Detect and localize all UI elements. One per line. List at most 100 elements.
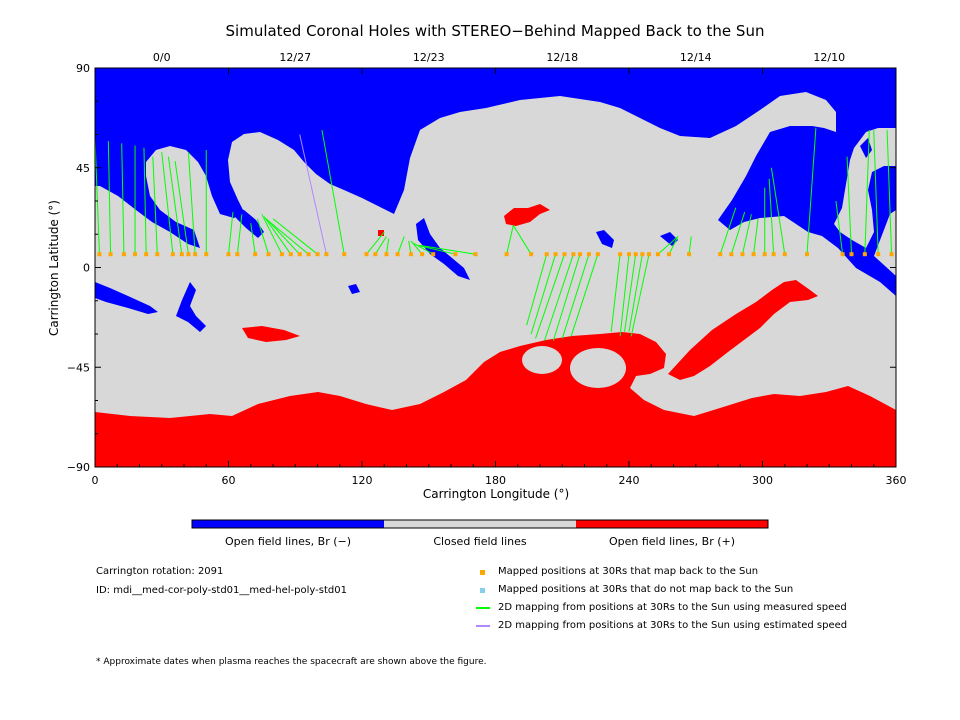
mapped-position (266, 252, 271, 257)
x-axis-label: Carrington Longitude (°) (423, 487, 569, 501)
legend-mapped-swatch (480, 570, 485, 575)
x-tick-label: 180 (485, 474, 506, 487)
legend-unmapped-swatch (480, 588, 485, 593)
x-tick-label: 120 (352, 474, 373, 487)
mapping-line (261, 214, 283, 255)
mapping-line (630, 254, 650, 337)
mapped-position (529, 252, 534, 257)
mapping-line (753, 218, 759, 255)
mapped-position (771, 252, 776, 257)
mapped-position (226, 252, 231, 257)
mapped-position (97, 252, 102, 257)
mapping-line (730, 211, 746, 255)
mapped-position (453, 252, 458, 257)
mapped-position (647, 252, 652, 257)
mapped-position (373, 252, 378, 257)
negative-patch (596, 230, 614, 248)
mapped-position (805, 252, 809, 257)
mapping-line (688, 236, 692, 255)
mapped-position (840, 252, 845, 257)
mapped-position (627, 252, 631, 257)
mapping-line (835, 200, 844, 255)
mapped-position (186, 252, 191, 257)
mapping-line (657, 236, 679, 255)
mapping-line (806, 127, 817, 255)
y-axis-label: Carrington Latitude (°) (47, 200, 61, 336)
mapping-line (265, 218, 301, 255)
footnote: * Approximate dates when plasma reaches … (96, 657, 487, 667)
mapping-lines (95, 127, 893, 341)
legend-measured-label: 2D mapping from positions at 30Rs to the… (498, 602, 847, 613)
mapping-line (668, 236, 679, 255)
mapping-line (95, 138, 100, 255)
mapping-line (535, 254, 565, 339)
carrington-rotation-text: Carrington rotation: 2091 (96, 566, 224, 577)
mapped-position (431, 252, 436, 257)
coronal-map (95, 68, 896, 467)
mapping-line (570, 254, 599, 337)
mapping-line (187, 152, 196, 255)
mapped-position (553, 252, 558, 257)
mapping-line (321, 129, 345, 255)
negative-patch (416, 218, 470, 280)
negative-patch (660, 232, 678, 246)
mapped-position (586, 252, 591, 257)
mapped-position (618, 252, 623, 257)
mapping-line (619, 254, 630, 337)
mapped-position (342, 252, 347, 257)
positive-patch (504, 204, 550, 226)
mapped-position (121, 252, 126, 257)
mapped-position (324, 252, 329, 257)
mapping-line (610, 254, 621, 332)
mapped-position (395, 252, 400, 257)
mapped-position (667, 252, 672, 257)
x-tick-label: 240 (619, 474, 640, 487)
mapped-position (155, 252, 160, 257)
chart-title: Simulated Coronal Holes with STEREO−Behi… (226, 22, 765, 40)
south-open-field-region (95, 332, 896, 467)
positive-patch (242, 326, 300, 342)
mapped-position (782, 252, 787, 257)
x-tick-label: 60 (222, 474, 236, 487)
mapping-line (268, 220, 309, 255)
legend-measured-swatch (476, 607, 490, 609)
mapped-position (408, 252, 413, 257)
mapping-line (624, 254, 637, 332)
y-tick-label: 45 (76, 162, 90, 175)
mapped-position (740, 252, 745, 257)
mapped-position (595, 252, 600, 257)
mapping-line (263, 216, 292, 255)
mapped-position (633, 252, 638, 257)
closed-island (570, 348, 626, 388)
date-label: 12/10 (813, 51, 845, 64)
mapped-position (849, 252, 854, 257)
mapping-line (886, 130, 893, 255)
mapping-line (385, 238, 390, 255)
mapped-position (751, 252, 756, 257)
mapping-line (741, 214, 752, 255)
mapping-line (417, 244, 456, 255)
mapping-line (236, 214, 243, 255)
mapping-line (250, 223, 256, 255)
mapping-line (526, 254, 548, 326)
north-open-field-region (95, 68, 896, 296)
mapping-line (167, 156, 183, 255)
mapping-line (628, 254, 643, 332)
mapping-line (543, 254, 574, 341)
mapped-position (297, 252, 302, 257)
mapped-position (193, 252, 198, 257)
mapped-position (578, 252, 583, 257)
mapping-line (256, 218, 270, 255)
axes: 0 60 120 180 240 300 360 90 45 0 −45 −90 (67, 62, 907, 487)
mapping-line (846, 156, 852, 255)
mapped-position (235, 252, 240, 257)
mapped-position (315, 252, 320, 257)
mapping-line (768, 178, 775, 255)
x-tick-label: 0 (92, 474, 99, 487)
mapped-position (133, 252, 138, 257)
mapping-line (408, 240, 412, 255)
mapped-position (718, 252, 723, 257)
colorbar-label: Open field lines, Br (+) (609, 535, 735, 548)
legend-mapped-label: Mapped positions at 30Rs that map back t… (498, 566, 759, 577)
